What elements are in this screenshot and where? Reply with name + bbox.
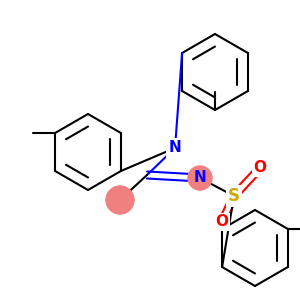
Text: N: N (169, 140, 182, 155)
Text: O: O (254, 160, 266, 175)
Text: O: O (215, 214, 229, 230)
Circle shape (106, 186, 134, 214)
Text: N: N (194, 170, 206, 185)
Text: S: S (228, 187, 240, 205)
Circle shape (188, 166, 212, 190)
